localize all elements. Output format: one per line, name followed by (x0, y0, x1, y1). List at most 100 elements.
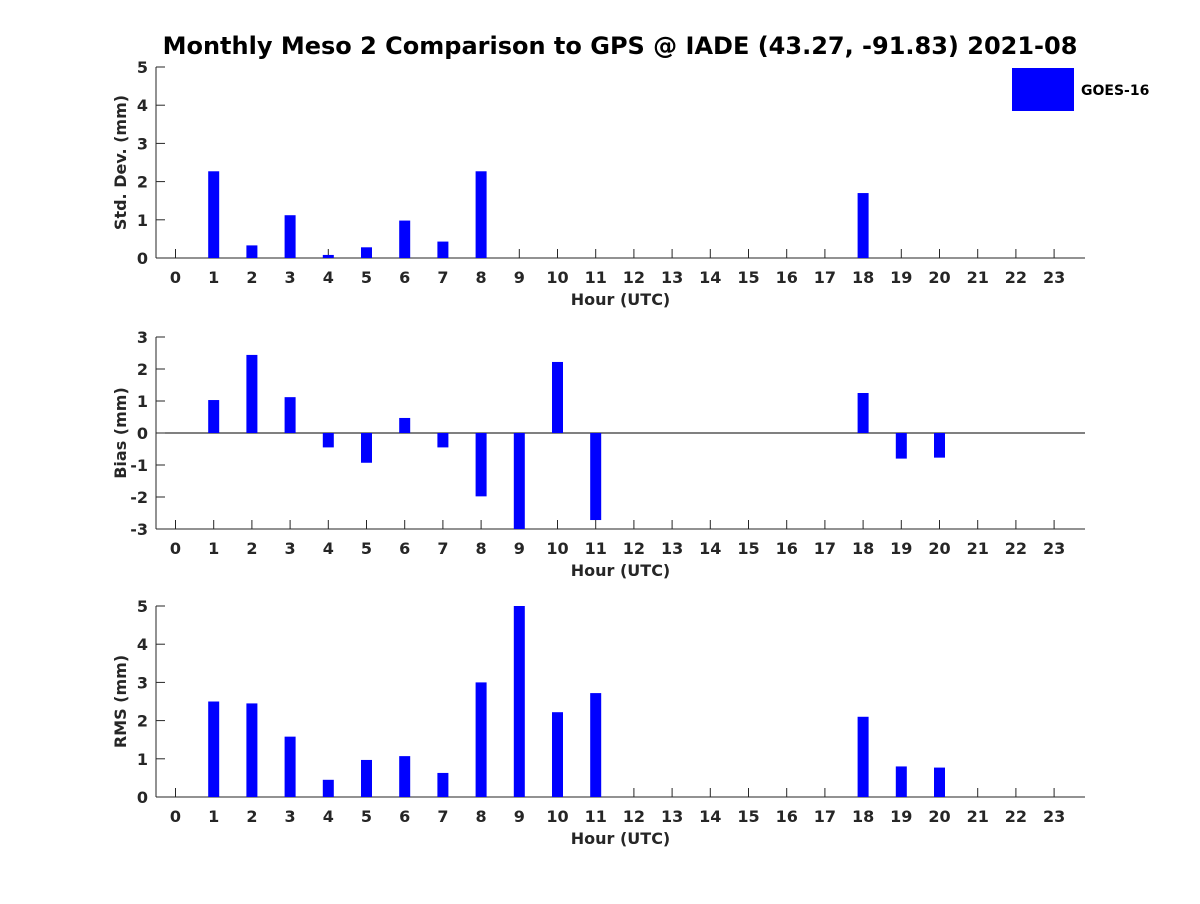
y-tick-label: 2 (137, 712, 148, 731)
x-tick-label: 16 (776, 539, 798, 558)
x-tick-label: 4 (323, 539, 334, 558)
x-tick-label: 0 (170, 807, 181, 826)
legend-swatch-goes-16 (1012, 68, 1074, 111)
legend-label-goes-16: GOES-16 (1081, 83, 1149, 99)
y-tick-label: 3 (137, 673, 148, 692)
bar-hour-5 (361, 759, 372, 797)
bar-hour-5 (361, 247, 372, 258)
y-tick-label: 4 (137, 96, 148, 115)
x-tick-label: 18 (852, 268, 874, 287)
bar-hour-19 (895, 766, 907, 797)
x-tick-label: 8 (476, 539, 487, 558)
x-tick-label: 9 (514, 268, 525, 287)
x-tick-label: 6 (399, 807, 410, 826)
bar-hour-11 (590, 693, 602, 797)
x-tick-label: 21 (967, 539, 989, 558)
x-tick-label: 19 (890, 268, 912, 287)
x-tick-label: 6 (399, 539, 410, 558)
bar-hour-2 (246, 354, 258, 433)
x-tick-label: 8 (476, 268, 487, 287)
bar-hour-5 (361, 433, 372, 463)
bar-hour-2 (246, 703, 258, 797)
y-axis-label: RMS (mm) (111, 655, 130, 748)
bar-hour-3 (284, 397, 296, 433)
x-tick-label: 3 (285, 807, 296, 826)
x-tick-label: 2 (246, 539, 257, 558)
bar-hour-18 (857, 393, 869, 433)
x-tick-label: 20 (928, 807, 950, 826)
bar-hour-2 (246, 245, 258, 258)
bar-hour-3 (284, 215, 296, 258)
y-tick-label: 5 (137, 597, 148, 616)
x-tick-label: 10 (546, 807, 568, 826)
y-tick-label: 2 (137, 173, 148, 192)
x-tick-label: 12 (623, 539, 645, 558)
bar-hour-7 (437, 772, 449, 797)
bar-hour-1 (208, 400, 220, 433)
x-tick-label: 16 (776, 807, 798, 826)
x-tick-label: 14 (699, 268, 721, 287)
x-tick-label: 20 (928, 268, 950, 287)
bar-hour-6 (399, 756, 411, 797)
x-tick-label: 8 (476, 807, 487, 826)
x-tick-label: 3 (285, 268, 296, 287)
x-tick-label: 22 (1005, 807, 1027, 826)
bar-hour-8 (475, 433, 487, 497)
bar-hour-18 (857, 716, 869, 797)
x-tick-label: 17 (814, 807, 836, 826)
bar-hour-20 (934, 433, 945, 458)
x-tick-label: 10 (546, 268, 568, 287)
y-axis-label: Std. Dev. (mm) (111, 95, 130, 230)
legend: GOES-16 (1012, 68, 1149, 111)
y-tick-label: 0 (137, 249, 148, 268)
x-tick-label: 19 (890, 807, 912, 826)
bar-hour-4 (322, 433, 334, 448)
x-tick-label: 23 (1043, 807, 1065, 826)
y-axis-label: Bias (mm) (111, 387, 130, 479)
x-tick-label: 18 (852, 807, 874, 826)
x-tick-label: 12 (623, 807, 645, 826)
bar-hour-10 (552, 712, 563, 797)
x-tick-label: 4 (323, 807, 334, 826)
bar-hour-1 (208, 701, 220, 797)
x-tick-label: 13 (661, 268, 683, 287)
x-tick-label: 17 (814, 268, 836, 287)
y-tick-label: 0 (137, 424, 148, 443)
y-tick-label: 5 (137, 58, 148, 77)
bar-hour-19 (895, 433, 907, 459)
x-tick-label: 19 (890, 539, 912, 558)
bar-hour-18 (857, 193, 869, 258)
bar-hour-6 (399, 220, 411, 258)
x-tick-label: 0 (170, 268, 181, 287)
x-tick-label: 22 (1005, 539, 1027, 558)
x-tick-label: 14 (699, 807, 721, 826)
y-tick-label: 3 (137, 134, 148, 153)
y-tick-label: -1 (130, 456, 148, 475)
x-tick-label: 11 (585, 268, 607, 287)
x-tick-label: 4 (323, 268, 334, 287)
bar-hour-3 (284, 736, 296, 797)
x-tick-label: 6 (399, 268, 410, 287)
bar-hour-9 (513, 433, 525, 529)
x-tick-label: 12 (623, 268, 645, 287)
x-tick-label: 7 (437, 807, 448, 826)
chart-title: Monthly Meso 2 Comparison to GPS @ IADE … (163, 32, 1078, 60)
x-tick-label: 23 (1043, 539, 1065, 558)
x-tick-label: 20 (928, 539, 950, 558)
x-tick-label: 5 (361, 807, 372, 826)
x-tick-label: 15 (737, 807, 759, 826)
y-tick-label: 0 (137, 788, 148, 807)
bar-hour-8 (475, 682, 487, 797)
x-tick-label: 14 (699, 539, 721, 558)
bar-hour-4 (322, 254, 334, 258)
x-tick-label: 7 (437, 539, 448, 558)
y-tick-label: 1 (137, 211, 148, 230)
x-tick-label: 11 (585, 807, 607, 826)
x-tick-label: 0 (170, 539, 181, 558)
x-tick-label: 5 (361, 539, 372, 558)
y-tick-label: -3 (130, 520, 148, 539)
x-axis-label: Hour (UTC) (571, 561, 671, 580)
